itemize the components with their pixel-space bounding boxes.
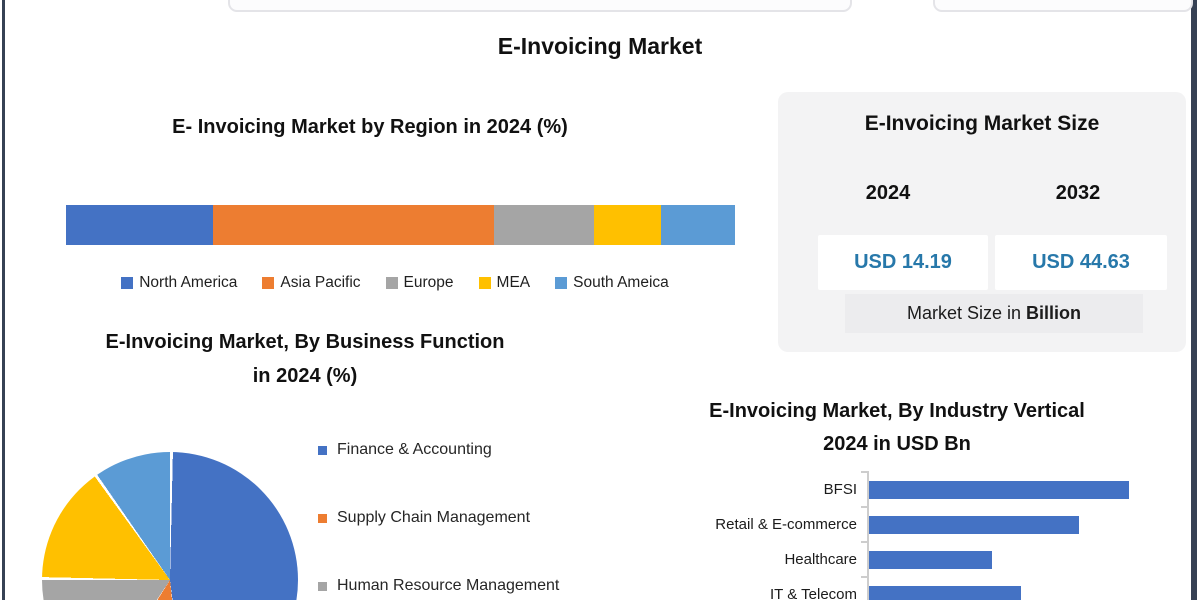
region-chart-title: E- Invoicing Market by Region in 2024 (%… <box>172 116 568 138</box>
industry-vertical-chart-title: E-Invoicing Market, By Industry Vertical… <box>709 400 1085 455</box>
region-bar-segment-2 <box>494 205 595 245</box>
industry-row-2: Healthcare <box>662 541 1158 577</box>
legend-swatch-icon <box>318 445 327 455</box>
caption-prefix: Market Size in <box>906 303 1022 323</box>
pie-legend-label: Finance & Accounting <box>337 441 492 458</box>
region-legend-item: Europe <box>385 274 454 292</box>
industry-category-label: BFSI <box>823 481 857 498</box>
pie-legend-item: Supply Chain Management <box>318 508 559 528</box>
legend-swatch-icon <box>555 277 568 289</box>
industry-bar <box>869 480 1130 499</box>
top-cropped-card-right[interactable] <box>933 0 1193 12</box>
legend-swatch-icon <box>318 513 327 523</box>
industry-row-3: IT & Telecom <box>662 576 1158 600</box>
axis-tick <box>861 506 869 508</box>
pie-legend-item: Finance & Accounting <box>318 440 559 460</box>
market-size-year-2032: 2032 <box>1055 182 1101 204</box>
market-size-value-2024: USD 14.19 <box>818 235 988 290</box>
left-frame-line <box>2 0 5 600</box>
right-frame-line <box>1191 0 1197 600</box>
industry-bar <box>869 515 1079 534</box>
market-size-value: USD 44.63 <box>1032 251 1130 273</box>
market-size-panel: E-Invoicing Market Size 2024 2032 USD 14… <box>778 92 1186 352</box>
industry-bar <box>869 550 992 569</box>
axis-tick <box>861 541 869 543</box>
region-legend-item: Asia Pacific <box>262 274 361 292</box>
legend-swatch-icon <box>478 277 491 289</box>
industry-category-label: IT & Telecom <box>770 586 857 600</box>
top-cropped-card-left[interactable] <box>228 0 852 12</box>
industry-bar-track <box>861 471 1158 507</box>
region-legend-label: Europe <box>403 274 454 291</box>
industry-bar-track <box>861 541 1158 577</box>
legend-swatch-icon <box>318 581 327 591</box>
region-legend-item: MEA <box>478 274 531 292</box>
industry-row-0: BFSI <box>662 471 1158 507</box>
region-stacked-bar <box>66 205 735 245</box>
region-bar-segment-4 <box>661 205 735 245</box>
legend-swatch-icon <box>262 277 275 289</box>
business-function-chart-title: E-Invoicing Market, By Business Function… <box>105 331 505 387</box>
industry-bar-track <box>861 576 1158 600</box>
business-function-pie <box>42 452 298 600</box>
region-legend-label: South Ameica <box>573 274 669 291</box>
legend-swatch-icon <box>385 277 398 289</box>
region-legend-label: Asia Pacific <box>280 274 361 291</box>
axis-tick <box>861 576 869 578</box>
pie-legend-label: Supply Chain Management <box>337 509 531 526</box>
industry-category-label: Retail & E-commerce <box>715 516 857 533</box>
region-legend-item: South Ameica <box>555 274 669 292</box>
region-bar-segment-0 <box>66 205 214 245</box>
industry-row-1: Retail & E-commerce <box>662 506 1158 542</box>
market-size-year-2024: 2024 <box>865 182 911 204</box>
market-size-value: USD 14.19 <box>854 251 952 273</box>
region-bar-segment-1 <box>213 205 495 245</box>
market-size-caption: Market Size in Billion <box>845 294 1143 333</box>
region-legend-label: North America <box>139 274 238 291</box>
region-legend-label: MEA <box>496 274 531 291</box>
region-legend-item: North America <box>121 274 237 292</box>
page-title: E-Invoicing Market <box>497 33 703 59</box>
pie-legend-item: Human Resource Management <box>318 576 559 596</box>
industry-category-label: Healthcare <box>784 551 857 568</box>
market-size-value-2032: USD 44.63 <box>995 235 1167 290</box>
region-legend: North America Asia Pacific Europe MEA South … <box>50 274 740 292</box>
caption-unit: Billion <box>1026 303 1082 323</box>
business-function-legend: Finance & Accounting Supply Chain Managem… <box>318 440 559 600</box>
region-bar-segment-3 <box>594 205 662 245</box>
industry-bar <box>869 585 1021 600</box>
axis-tick <box>861 471 869 473</box>
pie-legend-label: Human Resource Management <box>337 577 560 594</box>
market-size-title: E-Invoicing Market Size <box>864 112 1100 135</box>
legend-swatch-icon <box>121 277 134 289</box>
industry-vertical-chart: BFSI Retail & E-commerce Healthcare IT & Te… <box>662 471 1158 600</box>
industry-bar-track <box>861 506 1158 542</box>
